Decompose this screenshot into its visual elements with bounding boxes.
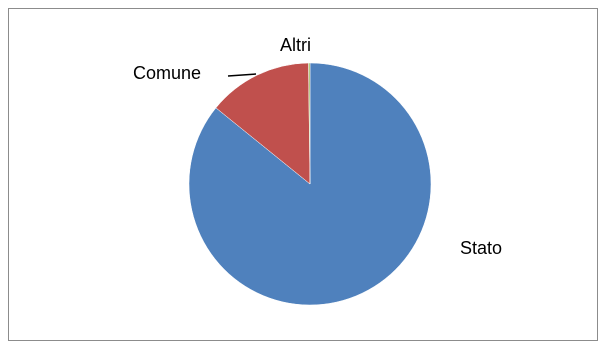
pie-slice-altri [308,62,311,185]
pie-slice-comune [215,62,311,185]
label-stato: Stato [460,238,502,258]
pie-slices [188,62,432,306]
label-comune: Comune [133,63,201,83]
label-altri: Altri [280,35,311,55]
comune-leader-line [227,73,257,77]
